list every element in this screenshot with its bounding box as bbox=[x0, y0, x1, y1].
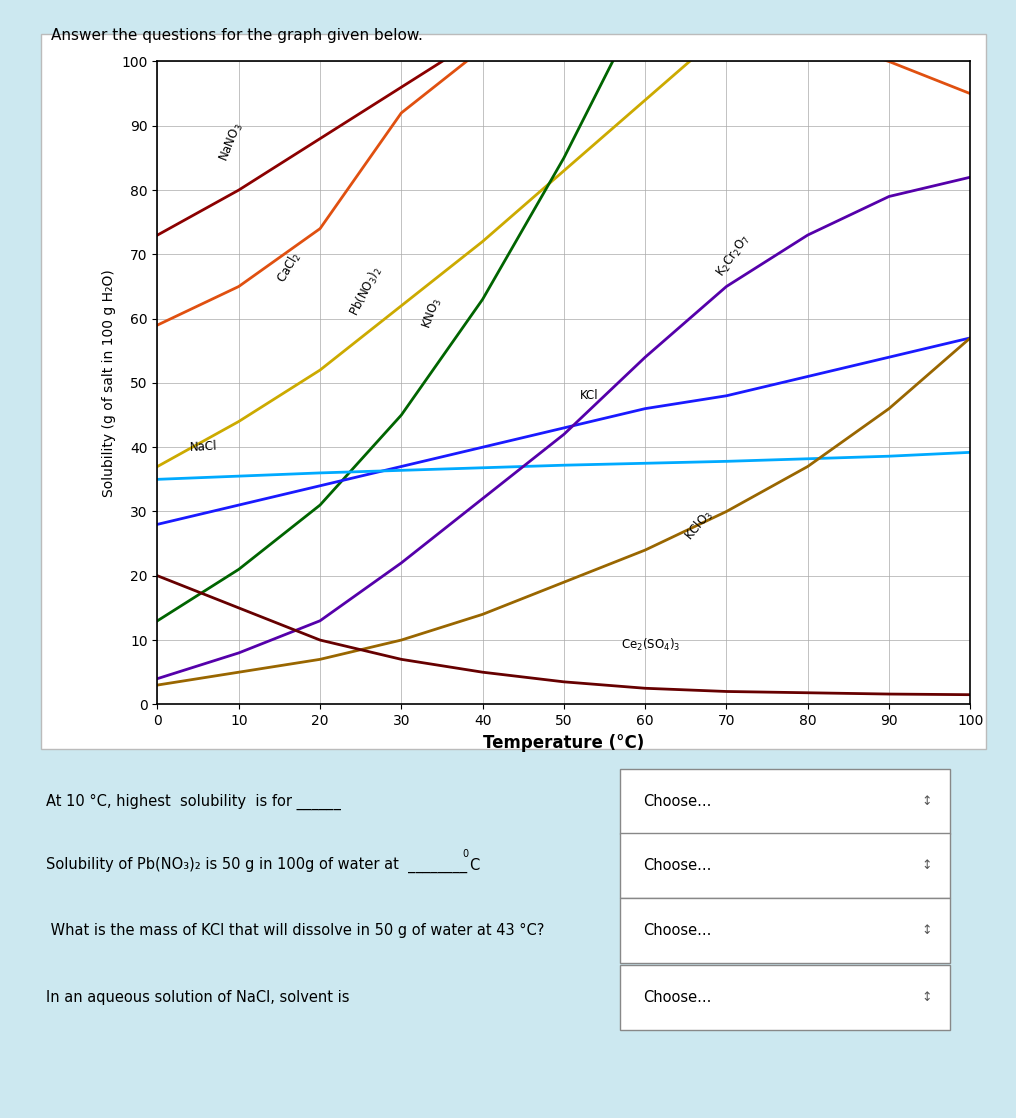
Text: NaNO$_3$: NaNO$_3$ bbox=[216, 121, 246, 164]
Text: 0: 0 bbox=[462, 850, 468, 859]
Text: At 10 °C, highest  solubility  is for ______: At 10 °C, highest solubility is for ____… bbox=[46, 794, 340, 809]
Text: Choose...: Choose... bbox=[643, 794, 711, 809]
Text: Choose...: Choose... bbox=[643, 989, 711, 1005]
Y-axis label: Solubility (g of salt in 100 g H₂O): Solubility (g of salt in 100 g H₂O) bbox=[102, 269, 116, 496]
Text: Choose...: Choose... bbox=[643, 858, 711, 873]
Text: Choose...: Choose... bbox=[643, 922, 711, 938]
Text: KClO$_3$: KClO$_3$ bbox=[682, 506, 716, 543]
Text: ↕: ↕ bbox=[922, 923, 932, 937]
Text: In an aqueous solution of NaCl, solvent is: In an aqueous solution of NaCl, solvent … bbox=[46, 989, 350, 1005]
Text: K$_2$Cr$_2$O$_7$: K$_2$Cr$_2$O$_7$ bbox=[714, 233, 754, 280]
Text: CaCl$_2$: CaCl$_2$ bbox=[273, 249, 304, 286]
X-axis label: Temperature (°C): Temperature (°C) bbox=[484, 733, 644, 751]
Text: Solubility of Pb(NO₃)₂ is 50 g in 100g of water at  ________: Solubility of Pb(NO₃)₂ is 50 g in 100g o… bbox=[46, 858, 477, 873]
Text: NaCl: NaCl bbox=[189, 439, 217, 454]
Text: KCl: KCl bbox=[580, 389, 598, 402]
Text: C: C bbox=[469, 858, 480, 873]
Text: Answer the questions for the graph given below.: Answer the questions for the graph given… bbox=[51, 28, 423, 42]
Text: KNO$_3$: KNO$_3$ bbox=[420, 296, 445, 332]
Text: ↕: ↕ bbox=[922, 795, 932, 808]
Text: What is the mass of KCl that will dissolve in 50 g of water at 43 °C?: What is the mass of KCl that will dissol… bbox=[46, 922, 545, 938]
Text: Pb(NO$_3$)$_2$: Pb(NO$_3$)$_2$ bbox=[346, 263, 385, 319]
Text: Ce$_2$(SO$_4$)$_3$: Ce$_2$(SO$_4$)$_3$ bbox=[621, 637, 680, 653]
Text: ↕: ↕ bbox=[922, 859, 932, 872]
Text: ↕: ↕ bbox=[922, 991, 932, 1004]
